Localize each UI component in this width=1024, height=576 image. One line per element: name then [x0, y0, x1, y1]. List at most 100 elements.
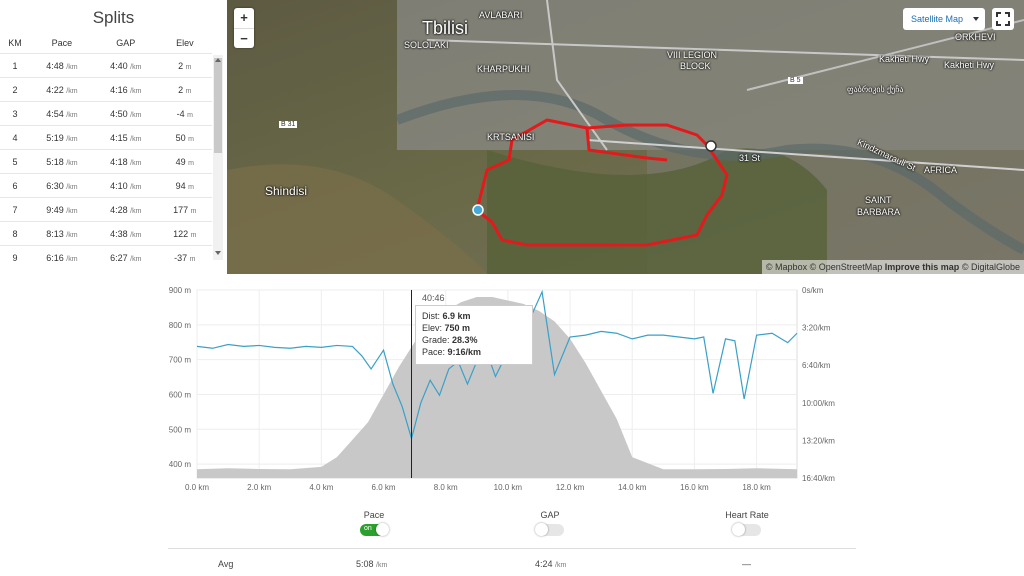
- split-gap-unit: /km: [130, 207, 142, 215]
- split-pace-unit: /km: [66, 135, 78, 143]
- x-tick-label: 10.0 km: [494, 483, 523, 492]
- split-pace-unit: /km: [66, 207, 78, 215]
- col-km: KM: [8, 38, 22, 48]
- map-label-barbara: BARBARA: [857, 207, 901, 217]
- toggle-knob: [732, 523, 745, 536]
- split-pace-unit: /km: [66, 159, 78, 167]
- avg-gap-unit: /km: [555, 562, 567, 569]
- attribution-dg-link[interactable]: © DigitalGlobe: [961, 262, 1020, 272]
- y-right-tick-label: 6:40/km: [802, 361, 831, 370]
- avg-gap-value: 4:24: [535, 559, 553, 569]
- toggle-gap-label: GAP: [540, 510, 560, 520]
- map-label-shindisi: Shindisi: [265, 184, 308, 198]
- zoom-in-button[interactable]: +: [234, 8, 254, 29]
- scroll-down-arrow-icon[interactable]: [215, 251, 221, 255]
- toggle-heart-rate-label: Heart Rate: [725, 510, 769, 520]
- split-elev: -37 m: [157, 245, 212, 268]
- split-km: 9: [0, 245, 30, 268]
- attribution-mapbox-link[interactable]: © Mapbox: [765, 262, 808, 272]
- split-gap: 4:10 /km: [93, 173, 158, 198]
- split-pace-value: 6:30: [46, 180, 64, 191]
- series-toggles: Pace on GAP Heart Rate: [0, 510, 1024, 550]
- map-type-label: Satellite Map: [911, 14, 964, 24]
- split-gap: 4:38 /km: [93, 221, 158, 246]
- split-row: 2 4:22 /km 4:16 /km 2 m: [0, 77, 212, 102]
- zoom-control: + −: [234, 8, 254, 48]
- split-row: 8 8:13 /km 4:38 /km 122 m: [0, 221, 212, 246]
- split-elev: 122 m: [157, 221, 212, 246]
- split-row: 3 4:54 /km 4:50 /km -4 m: [0, 101, 212, 126]
- split-gap-value: 4:15: [110, 132, 128, 143]
- split-km: 7: [0, 197, 30, 222]
- gap-toggle[interactable]: [535, 523, 564, 536]
- split-pace-value: 9:49: [46, 204, 64, 215]
- split-pace: 4:54 /km: [30, 101, 94, 126]
- improve-map-link[interactable]: Improve this map: [884, 262, 960, 272]
- split-row: 1 4:48 /km 4:40 /km 2 m: [0, 53, 212, 78]
- x-tick-label: 8.0 km: [434, 483, 458, 492]
- x-tick-label: 16.0 km: [680, 483, 709, 492]
- chart-svg[interactable]: 0.0 km 2.0 km 4.0 km 6.0 km 8.0 km 10.0 km 12.…: [160, 283, 850, 498]
- split-elev: 49 m: [157, 149, 212, 174]
- split-elev: 94 m: [157, 173, 212, 198]
- map-label-block: BLOCK: [680, 61, 711, 71]
- split-gap-value: 4:38: [110, 228, 128, 239]
- road-shield-b5: B 5: [788, 77, 803, 84]
- split-elev-value: 50: [175, 132, 186, 143]
- split-pace-value: 4:48: [46, 60, 64, 71]
- y-left-tick-label: 700 m: [169, 356, 192, 365]
- scrollbar-thumb[interactable]: [214, 58, 222, 153]
- map-label-orkhevi: ORKHEVI: [955, 32, 996, 42]
- splits-panel: Splits KM Pace GAP Elev 1 4:48 /km 4:40 /k…: [0, 0, 228, 268]
- map-type-select[interactable]: Satellite Map: [903, 8, 985, 30]
- split-gap-unit: /km: [130, 135, 142, 143]
- y-right-tick-label: 3:20/km: [802, 324, 831, 333]
- split-elev-value: 94: [175, 180, 186, 191]
- map-label-viii-legion: VIII LEGION: [667, 50, 718, 60]
- finish-flag-icon: [705, 140, 717, 152]
- split-gap: 4:18 /km: [93, 149, 158, 174]
- map-label-31-st: 31 St: [739, 153, 761, 163]
- heart-rate-toggle[interactable]: [732, 523, 761, 536]
- split-gap-unit: /km: [130, 255, 142, 263]
- split-km: 3: [0, 101, 30, 126]
- scroll-up-arrow-icon[interactable]: [215, 58, 221, 62]
- tooltip-elev-value: 750 m: [444, 323, 471, 333]
- split-pace: 4:22 /km: [30, 77, 94, 102]
- split-gap-unit: /km: [130, 159, 142, 167]
- split-gap-value: 4:16: [110, 84, 128, 95]
- tooltip-grade-label: Grade:: [422, 335, 450, 345]
- fullscreen-icon: [996, 12, 1010, 26]
- split-gap-value: 4:50: [110, 108, 128, 119]
- split-elev-value: 49: [175, 156, 186, 167]
- split-elev-unit: m: [185, 87, 192, 95]
- route-map[interactable]: Tbilisi AVLABARI SOLOLAKI KHARPUKHI VIII…: [227, 0, 1024, 274]
- y-left-tick-label: 400 m: [169, 460, 192, 469]
- split-pace: 6:16 /km: [30, 245, 94, 268]
- x-tick-label: 2.0 km: [247, 483, 271, 492]
- split-gap-unit: /km: [130, 231, 142, 239]
- fullscreen-button[interactable]: [992, 8, 1014, 30]
- split-km: 8: [0, 221, 30, 246]
- y-left-tick-label: 800 m: [169, 321, 192, 330]
- elevation-pace-chart[interactable]: 0.0 km 2.0 km 4.0 km 6.0 km 8.0 km 10.0 km 12.…: [160, 283, 850, 498]
- split-pace-value: 4:54: [46, 108, 64, 119]
- x-tick-label: 14.0 km: [618, 483, 647, 492]
- splits-title: Splits: [92, 8, 135, 27]
- pace-toggle[interactable]: on: [360, 523, 389, 536]
- splits-scrollbar[interactable]: [213, 55, 223, 260]
- split-pace-value: 5:18: [46, 156, 64, 167]
- attribution-osm-link[interactable]: © OpenStreetMap: [809, 262, 883, 272]
- toggle-group-heart-rate: Heart Rate: [687, 510, 807, 536]
- y-right-tick-label: 16:40/km: [802, 474, 835, 483]
- zoom-out-button[interactable]: −: [240, 31, 248, 46]
- split-elev-unit: m: [188, 183, 195, 191]
- split-elev-value: 2: [178, 84, 184, 95]
- split-gap: 4:16 /km: [93, 77, 158, 102]
- pace-toggle-state: on: [364, 525, 372, 532]
- split-elev-value: 122: [173, 228, 189, 239]
- toggle-pace-label: Pace: [363, 510, 385, 520]
- split-elev-unit: m: [190, 207, 197, 215]
- split-pace-value: 5:19: [46, 132, 64, 143]
- avg-heart-rate: —: [742, 559, 751, 569]
